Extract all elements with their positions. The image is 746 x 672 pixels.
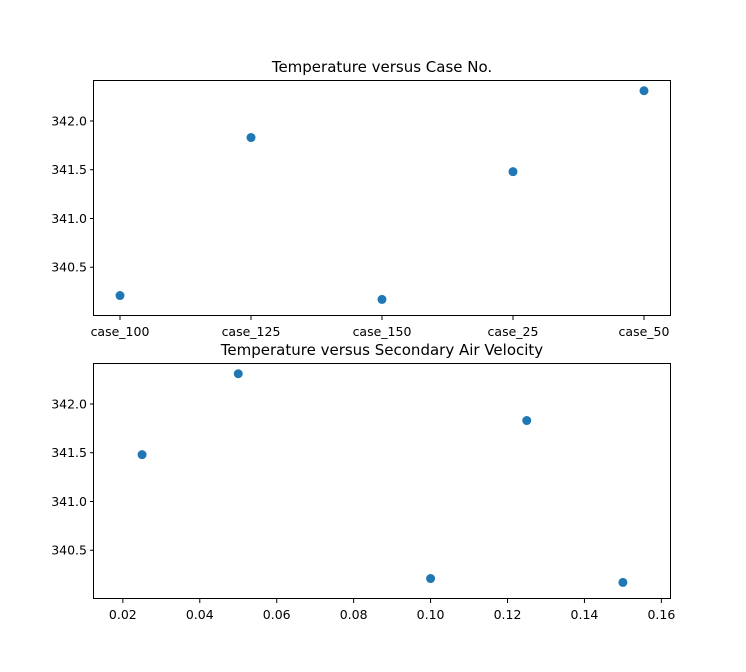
y-tick-label: 341.0 [51,211,87,226]
y-axis: 340.5 341.0 341.5 342.0 [51,113,94,275]
x-tick-label: case_100 [91,324,150,339]
y-tick-label: 342.0 [51,113,87,128]
data-point [522,416,532,426]
x-tick-label: case_150 [353,324,412,339]
chart-title: Temperature versus Secondary Air Velocit… [220,341,543,359]
x-tick-label: 0.16 [647,607,675,622]
y-tick-label: 341.5 [51,445,87,460]
y-tick-label: 341.5 [51,162,87,177]
scatter-series [137,369,628,587]
subplot-case-no: Temperature versus Case No. case_100 case… [51,58,671,339]
x-tick-label: case_25 [488,324,539,339]
x-tick-label: 0.12 [494,607,522,622]
y-tick-label: 340.5 [51,543,87,558]
x-tick-label: case_50 [619,324,670,339]
x-tick-label: 0.02 [109,607,137,622]
y-axis: 340.5 341.0 341.5 342.0 [51,396,94,558]
x-axis: case_100 case_125 case_150 case_25 case_50 [91,316,670,339]
data-point [618,577,628,587]
data-point [115,291,125,301]
x-tick-label: 0.08 [340,607,368,622]
axes-frame [93,363,671,599]
x-axis: 0.02 0.04 0.06 0.08 0.10 0.12 0.14 0.16 [109,599,675,622]
chart-title: Temperature versus Case No. [271,58,492,76]
x-tick-label: 0.14 [571,607,599,622]
data-point [246,133,256,143]
y-tick-label: 341.0 [51,494,87,509]
axes-frame [93,80,671,316]
x-tick-label: 0.10 [417,607,445,622]
data-point [377,294,387,304]
y-tick-label: 340.5 [51,260,87,275]
x-tick-label: case_125 [222,324,281,339]
data-point [137,450,147,460]
x-tick-label: 0.06 [263,607,291,622]
data-point [233,369,243,379]
data-point [639,86,649,96]
data-point [508,167,518,177]
subplot-air-velocity: Temperature versus Secondary Air Velocit… [51,341,675,622]
y-tick-label: 342.0 [51,396,87,411]
x-tick-label: 0.04 [186,607,214,622]
data-point [426,574,436,584]
scatter-series [115,86,649,304]
